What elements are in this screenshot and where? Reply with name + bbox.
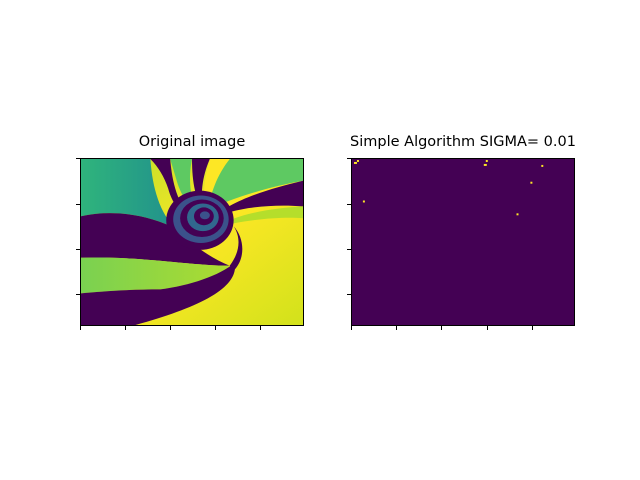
right-y-tick [347, 294, 351, 295]
right-x-tick [351, 326, 352, 330]
purple-band-left [81, 213, 230, 266]
spiral-arm-5 [229, 226, 243, 270]
left-x-tick [260, 326, 261, 330]
result-dot [362, 200, 365, 203]
left-x-tick [215, 326, 216, 330]
result-dot [541, 164, 544, 167]
left-y-tick [76, 294, 80, 295]
green-band-top [199, 159, 303, 214]
result-dot [353, 161, 357, 164]
teal-region [81, 159, 176, 229]
purple-band-top [209, 180, 303, 221]
purple-band-bottom [81, 262, 236, 325]
left-y-tick [76, 158, 80, 159]
left-y-tick [76, 204, 80, 205]
right-y-tick [347, 204, 351, 205]
result-dot [530, 181, 533, 184]
left-y-tick [76, 249, 80, 250]
yellow-band-top [214, 206, 303, 229]
result-dot [485, 159, 488, 162]
left-x-tick [80, 326, 81, 330]
left-x-tick [125, 326, 126, 330]
original-image [81, 159, 303, 325]
result-image-axes [351, 158, 575, 326]
right-x-tick [441, 326, 442, 330]
result-dot [483, 163, 487, 166]
spiral-arm-3 [192, 159, 210, 211]
right-y-tick [347, 158, 351, 159]
left-panel-title: Original image [138, 134, 246, 150]
right-x-tick [532, 326, 533, 330]
left-x-tick [170, 326, 171, 330]
spiral-arm-4 [204, 159, 230, 214]
spiral-center [166, 190, 234, 250]
result-dot [516, 213, 519, 216]
green-band-left [81, 257, 230, 294]
result-image [352, 159, 574, 325]
right-x-tick [487, 326, 488, 330]
result-dots [353, 159, 544, 216]
right-y-tick [347, 249, 351, 250]
right-panel-title: Simple Algorithm SIGMA= 0.01 [350, 134, 576, 150]
result-background [352, 159, 574, 325]
right-x-tick [396, 326, 397, 330]
result-dot [356, 159, 359, 162]
original-image-axes [80, 158, 304, 326]
